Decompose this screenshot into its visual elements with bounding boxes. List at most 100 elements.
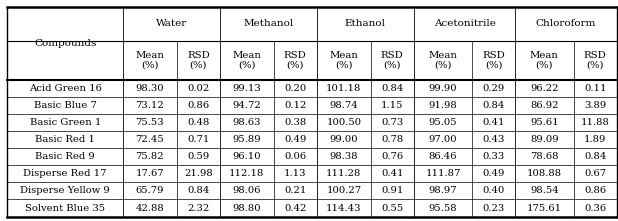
Text: 65.79: 65.79 — [135, 186, 164, 195]
Text: 0.20: 0.20 — [284, 84, 307, 93]
Text: 89.09: 89.09 — [530, 135, 559, 144]
Text: 0.41: 0.41 — [483, 118, 505, 127]
Text: 94.72: 94.72 — [232, 101, 261, 110]
Text: 100.27: 100.27 — [326, 186, 362, 195]
Text: 0.78: 0.78 — [381, 135, 404, 144]
Text: Mean
(%): Mean (%) — [329, 51, 358, 70]
Text: 0.49: 0.49 — [284, 135, 307, 144]
Text: 0.71: 0.71 — [187, 135, 210, 144]
Text: 0.12: 0.12 — [284, 101, 307, 110]
Text: 0.38: 0.38 — [284, 118, 307, 127]
Text: 21.98: 21.98 — [184, 169, 213, 178]
Text: 98.97: 98.97 — [429, 186, 457, 195]
Text: Ethanol: Ethanol — [345, 19, 386, 28]
Text: 0.49: 0.49 — [483, 169, 505, 178]
Text: RSD
(%): RSD (%) — [482, 51, 505, 70]
Text: 0.55: 0.55 — [381, 204, 404, 213]
Text: 3.89: 3.89 — [584, 101, 606, 110]
Text: 0.86: 0.86 — [584, 186, 606, 195]
Text: 2.32: 2.32 — [187, 204, 210, 213]
Text: 96.10: 96.10 — [232, 152, 261, 161]
Text: Compounds: Compounds — [34, 39, 96, 48]
Text: 98.63: 98.63 — [232, 118, 261, 127]
Text: 112.18: 112.18 — [229, 169, 265, 178]
Text: 0.84: 0.84 — [584, 152, 606, 161]
Text: RSD
(%): RSD (%) — [584, 51, 606, 70]
Text: 114.43: 114.43 — [326, 204, 362, 213]
Text: Acetonitrile: Acetonitrile — [434, 19, 496, 28]
Text: 175.61: 175.61 — [527, 204, 562, 213]
Text: 75.82: 75.82 — [135, 152, 164, 161]
Text: 95.58: 95.58 — [429, 204, 457, 213]
Text: 0.41: 0.41 — [381, 169, 404, 178]
Text: RSD
(%): RSD (%) — [381, 51, 404, 70]
Text: 73.12: 73.12 — [135, 101, 164, 110]
Text: Acid Green 16: Acid Green 16 — [29, 84, 101, 93]
Text: 95.05: 95.05 — [429, 118, 457, 127]
Text: 99.13: 99.13 — [232, 84, 261, 93]
Text: 91.98: 91.98 — [429, 101, 457, 110]
Text: 100.50: 100.50 — [326, 118, 362, 127]
Text: 0.84: 0.84 — [187, 186, 210, 195]
Text: 72.45: 72.45 — [135, 135, 164, 144]
Text: Mean
(%): Mean (%) — [428, 51, 457, 70]
Text: Solvent Blue 35: Solvent Blue 35 — [25, 204, 105, 213]
Text: 1.89: 1.89 — [584, 135, 606, 144]
Text: 0.06: 0.06 — [284, 152, 307, 161]
Text: 111.87: 111.87 — [425, 169, 460, 178]
Text: 0.76: 0.76 — [381, 152, 404, 161]
Text: 96.22: 96.22 — [530, 84, 559, 93]
Text: 0.42: 0.42 — [284, 204, 307, 213]
Text: 1.15: 1.15 — [381, 101, 404, 110]
Text: 0.29: 0.29 — [483, 84, 505, 93]
Text: 98.30: 98.30 — [135, 84, 164, 93]
Text: Mean
(%): Mean (%) — [135, 51, 164, 70]
Text: 0.86: 0.86 — [187, 101, 210, 110]
Text: Mean
(%): Mean (%) — [530, 51, 559, 70]
Text: Methanol: Methanol — [243, 19, 294, 28]
Text: 0.40: 0.40 — [483, 186, 505, 195]
Text: RSD
(%): RSD (%) — [284, 51, 307, 70]
Text: 0.36: 0.36 — [584, 204, 606, 213]
Text: 0.43: 0.43 — [483, 135, 505, 144]
Text: 1.13: 1.13 — [284, 169, 307, 178]
Text: Water: Water — [156, 19, 187, 28]
Text: 0.84: 0.84 — [381, 84, 404, 93]
Text: RSD
(%): RSD (%) — [187, 51, 210, 70]
Text: 0.21: 0.21 — [284, 186, 307, 195]
Text: 98.74: 98.74 — [329, 101, 358, 110]
Text: 0.33: 0.33 — [483, 152, 505, 161]
Text: 98.06: 98.06 — [232, 186, 261, 195]
Text: 42.88: 42.88 — [135, 204, 164, 213]
Text: 99.90: 99.90 — [429, 84, 457, 93]
Text: 98.54: 98.54 — [530, 186, 559, 195]
Text: 0.67: 0.67 — [584, 169, 606, 178]
Text: 0.23: 0.23 — [483, 204, 505, 213]
Text: 0.59: 0.59 — [187, 152, 210, 161]
Text: 111.28: 111.28 — [326, 169, 362, 178]
Text: 0.84: 0.84 — [483, 101, 505, 110]
Text: 0.02: 0.02 — [187, 84, 210, 93]
Text: Basic Blue 7: Basic Blue 7 — [34, 101, 96, 110]
Text: 0.73: 0.73 — [381, 118, 404, 127]
Text: Basic Red 1: Basic Red 1 — [35, 135, 95, 144]
Text: 0.11: 0.11 — [584, 84, 606, 93]
Text: 108.88: 108.88 — [527, 169, 562, 178]
Text: 95.61: 95.61 — [530, 118, 559, 127]
Text: 0.48: 0.48 — [187, 118, 210, 127]
Text: Disperse Yellow 9: Disperse Yellow 9 — [20, 186, 110, 195]
Text: Basic Green 1: Basic Green 1 — [30, 118, 101, 127]
Text: Mean
(%): Mean (%) — [232, 51, 261, 70]
Text: 78.68: 78.68 — [530, 152, 559, 161]
Text: 86.92: 86.92 — [530, 101, 559, 110]
Text: 98.80: 98.80 — [232, 204, 261, 213]
Text: 75.53: 75.53 — [135, 118, 164, 127]
Text: 101.18: 101.18 — [326, 84, 362, 93]
Text: Disperse Red 17: Disperse Red 17 — [23, 169, 107, 178]
Text: 95.89: 95.89 — [232, 135, 261, 144]
Text: 99.00: 99.00 — [329, 135, 358, 144]
Text: 11.88: 11.88 — [581, 118, 609, 127]
Text: 17.67: 17.67 — [135, 169, 164, 178]
Text: 97.00: 97.00 — [429, 135, 457, 144]
Text: 98.38: 98.38 — [329, 152, 358, 161]
